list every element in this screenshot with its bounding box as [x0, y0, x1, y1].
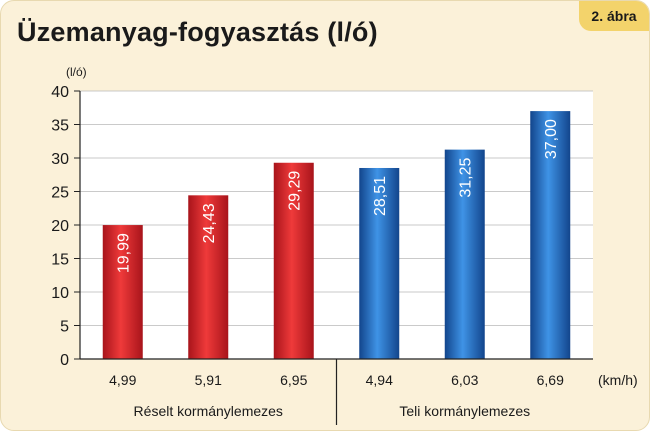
bar-value-label: 29,29 — [286, 171, 303, 211]
x-category-label: 5,91 — [195, 372, 222, 388]
grid-lines — [80, 90, 593, 326]
bar — [359, 167, 400, 359]
bar-value-label: 37,00 — [543, 119, 560, 159]
x-category-label: 6,95 — [280, 372, 307, 388]
x-axis-label: (km/h) — [598, 372, 638, 388]
bar — [102, 225, 143, 359]
chart-title: Üzemanyag-fogyasztás (l/ó) — [17, 17, 378, 47]
labels: 0 5 10 15 20 25 30 35 40 (l/ó) 19,99 4,99 24,43 5,91 2… — [51, 65, 637, 419]
axes — [74, 90, 593, 425]
x-category-label: 4,94 — [366, 372, 393, 388]
y-tick-label: 20 — [51, 218, 69, 235]
y-tick-label: 35 — [51, 118, 69, 135]
group-label: Teli kormánylemezes — [399, 403, 530, 419]
y-tick-label: 25 — [51, 185, 69, 202]
figure-badge: 2. ábra — [579, 1, 649, 31]
bars — [102, 111, 571, 359]
bar — [188, 195, 229, 359]
bar-value-label: 31,25 — [457, 158, 474, 198]
group-label: Réselt kormánylemezes — [134, 403, 283, 419]
x-category-label: 6,03 — [451, 372, 478, 388]
y-tick-label: 30 — [51, 151, 69, 168]
bar-value-label: 28,51 — [372, 176, 389, 216]
bar-value-label: 24,43 — [201, 203, 218, 243]
bar — [273, 162, 314, 359]
bar — [444, 149, 485, 359]
y-tick-label: 40 — [51, 84, 69, 101]
x-category-label: 6,69 — [537, 372, 564, 388]
y-tick-label: 10 — [51, 285, 69, 302]
y-tick-label: 15 — [51, 252, 69, 269]
y-tick-label: 0 — [60, 352, 69, 369]
bar-value-label: 19,99 — [115, 233, 132, 273]
y-tick-label: 5 — [60, 319, 69, 336]
x-category-label: 4,99 — [109, 372, 136, 388]
bar — [530, 111, 571, 359]
y-axis-label: (l/ó) — [66, 65, 87, 79]
